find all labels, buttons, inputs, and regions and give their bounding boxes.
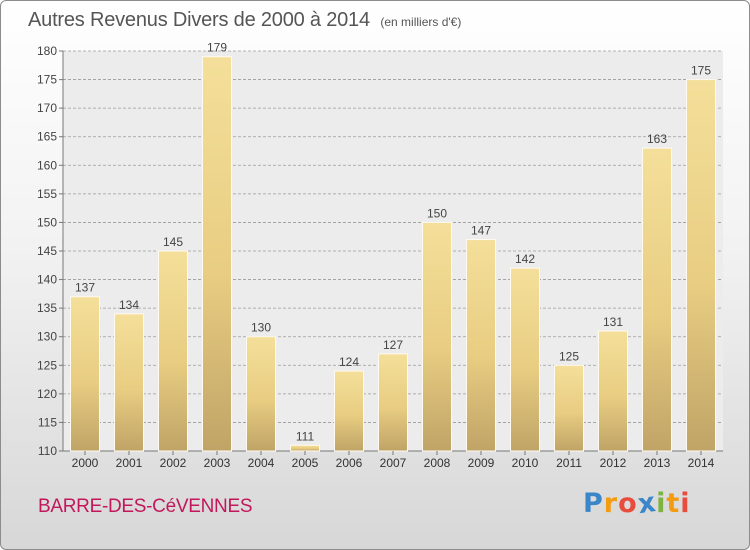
y-tick-label: 110	[38, 444, 57, 458]
x-tick-label: 2005	[292, 456, 319, 470]
chart-title-text: Autres Revenus Divers de 2000 à 2014	[28, 9, 370, 31]
y-tick-label: 135	[37, 301, 57, 315]
data-label: 130	[251, 321, 271, 335]
brand-letter: i	[680, 488, 691, 519]
bar	[510, 267, 540, 452]
brand-letter: x	[635, 486, 659, 521]
x-tick-label: 2011	[556, 456, 582, 470]
data-label: 134	[119, 298, 139, 312]
y-tick-label: 145	[37, 244, 57, 258]
y-tick-label: 180	[37, 44, 57, 58]
brand-letter: o	[618, 488, 638, 519]
x-tick-label: 2000	[72, 456, 99, 470]
brand-letter: r	[603, 488, 619, 519]
chart-subtitle: (en milliers d'€)	[380, 15, 462, 29]
bar	[70, 296, 100, 452]
x-tick-label: 2001	[116, 456, 143, 470]
data-label: 137	[75, 281, 95, 295]
y-tick-label: 130	[37, 330, 57, 344]
data-label: 124	[339, 355, 359, 369]
data-label: 127	[383, 338, 403, 352]
x-tick-label: 2002	[160, 456, 187, 470]
bar	[202, 56, 232, 452]
bar	[114, 313, 144, 452]
y-tick-label: 155	[37, 187, 57, 201]
y-tick-label: 115	[38, 415, 57, 429]
data-label: 142	[515, 252, 535, 266]
y-tick-label: 170	[37, 101, 57, 115]
bar	[554, 364, 584, 452]
x-tick-label: 2010	[512, 456, 539, 470]
y-tick-label: 150	[37, 215, 57, 229]
data-label: 163	[647, 132, 667, 146]
data-label: 150	[427, 206, 447, 220]
y-tick-label: 125	[37, 358, 57, 372]
bar	[334, 370, 364, 452]
x-tick-label: 2009	[468, 456, 495, 470]
x-tick-label: 2003	[204, 456, 231, 470]
bar	[686, 79, 716, 452]
data-label: 111	[296, 429, 315, 443]
x-tick-label: 2004	[248, 456, 275, 470]
x-tick-label: 2008	[424, 456, 451, 470]
data-label: 175	[691, 64, 711, 78]
x-tick-label: 2014	[688, 456, 715, 470]
location-label: BARRE-DES-CéVENNES	[38, 496, 253, 517]
bar	[378, 353, 408, 452]
brand-letter: P	[583, 488, 604, 519]
bar	[246, 336, 276, 452]
x-tick-label: 2012	[600, 456, 627, 470]
y-tick-label: 175	[37, 73, 57, 87]
data-label: 179	[207, 41, 227, 55]
data-label: 147	[471, 224, 491, 238]
bar	[642, 147, 672, 452]
x-tick-label: 2013	[644, 456, 671, 470]
y-tick-label: 160	[37, 158, 57, 172]
y-tick-label: 140	[37, 273, 57, 287]
data-label: 145	[163, 235, 183, 249]
bar	[290, 444, 320, 452]
bar	[598, 330, 628, 452]
bar	[466, 239, 496, 452]
bar	[422, 221, 452, 452]
data-label: 125	[559, 349, 579, 363]
y-tick-label: 165	[37, 130, 57, 144]
x-tick-label: 2006	[336, 456, 363, 470]
brand-letter: i	[656, 488, 667, 519]
data-label: 131	[603, 315, 623, 329]
brand-logo: Proxiti	[583, 486, 691, 521]
bar	[158, 250, 188, 452]
brand-letter: t	[666, 488, 681, 519]
y-tick-label: 120	[37, 387, 57, 401]
chart-title: Autres Revenus Divers de 2000 à 2014 (en…	[28, 9, 461, 32]
x-tick-label: 2007	[380, 456, 407, 470]
